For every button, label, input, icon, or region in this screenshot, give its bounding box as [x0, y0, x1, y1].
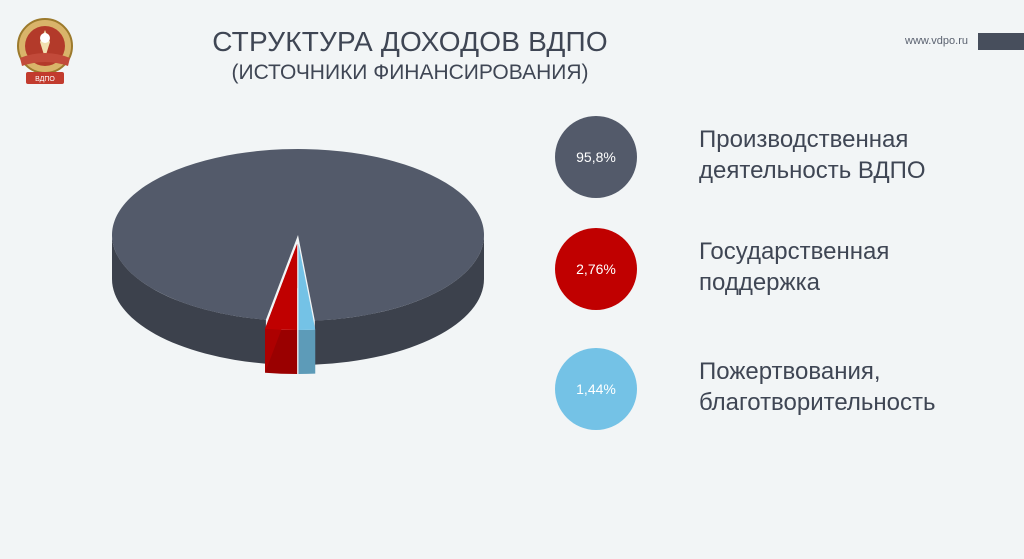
legend-item-production: 95,8% Производственная деятельность ВДПО — [555, 116, 1015, 200]
pie-slice-production — [112, 149, 485, 321]
pie-chart — [112, 149, 485, 374]
page-subtitle: (ИСТОЧНИКИ ФИНАНСИРОВАНИЯ) — [231, 61, 589, 84]
legend-label-donations: Пожертвования, благотворительность — [699, 358, 936, 416]
legend-badge-state-support: 2,76% — [555, 228, 637, 310]
legend-badge-donations: 1,44% — [555, 348, 637, 430]
logo-banner-text: ВДПО — [35, 76, 55, 83]
pie-slice-donations — [298, 243, 316, 330]
pie-slices-group — [265, 243, 316, 374]
pie-side-donations — [298, 329, 316, 374]
legend-label-production: Производственная деятельность ВДПО — [699, 126, 926, 184]
header-accent-bar — [978, 33, 1024, 50]
vdpo-emblem-icon: ВДПО — [17, 18, 73, 84]
page-title: СТРУКТУРА ДОХОДОВ ВДПО — [212, 26, 608, 57]
legend-item-donations: 1,44% Пожертвования, благотворительность — [555, 348, 1015, 432]
legend-label-state-support: Государственная поддержка — [699, 238, 890, 296]
legend-item-state-support: 2,76% Государственная поддержка — [555, 228, 1015, 312]
pie-side-production-1 — [112, 235, 266, 364]
website-link[interactable]: www.vdpo.ru — [905, 35, 968, 47]
legend-badge-production: 95,8% — [555, 116, 637, 198]
pie-slice-state-support — [265, 243, 298, 330]
pie-body-group — [112, 149, 485, 365]
pie-side-production-0 — [314, 235, 484, 365]
